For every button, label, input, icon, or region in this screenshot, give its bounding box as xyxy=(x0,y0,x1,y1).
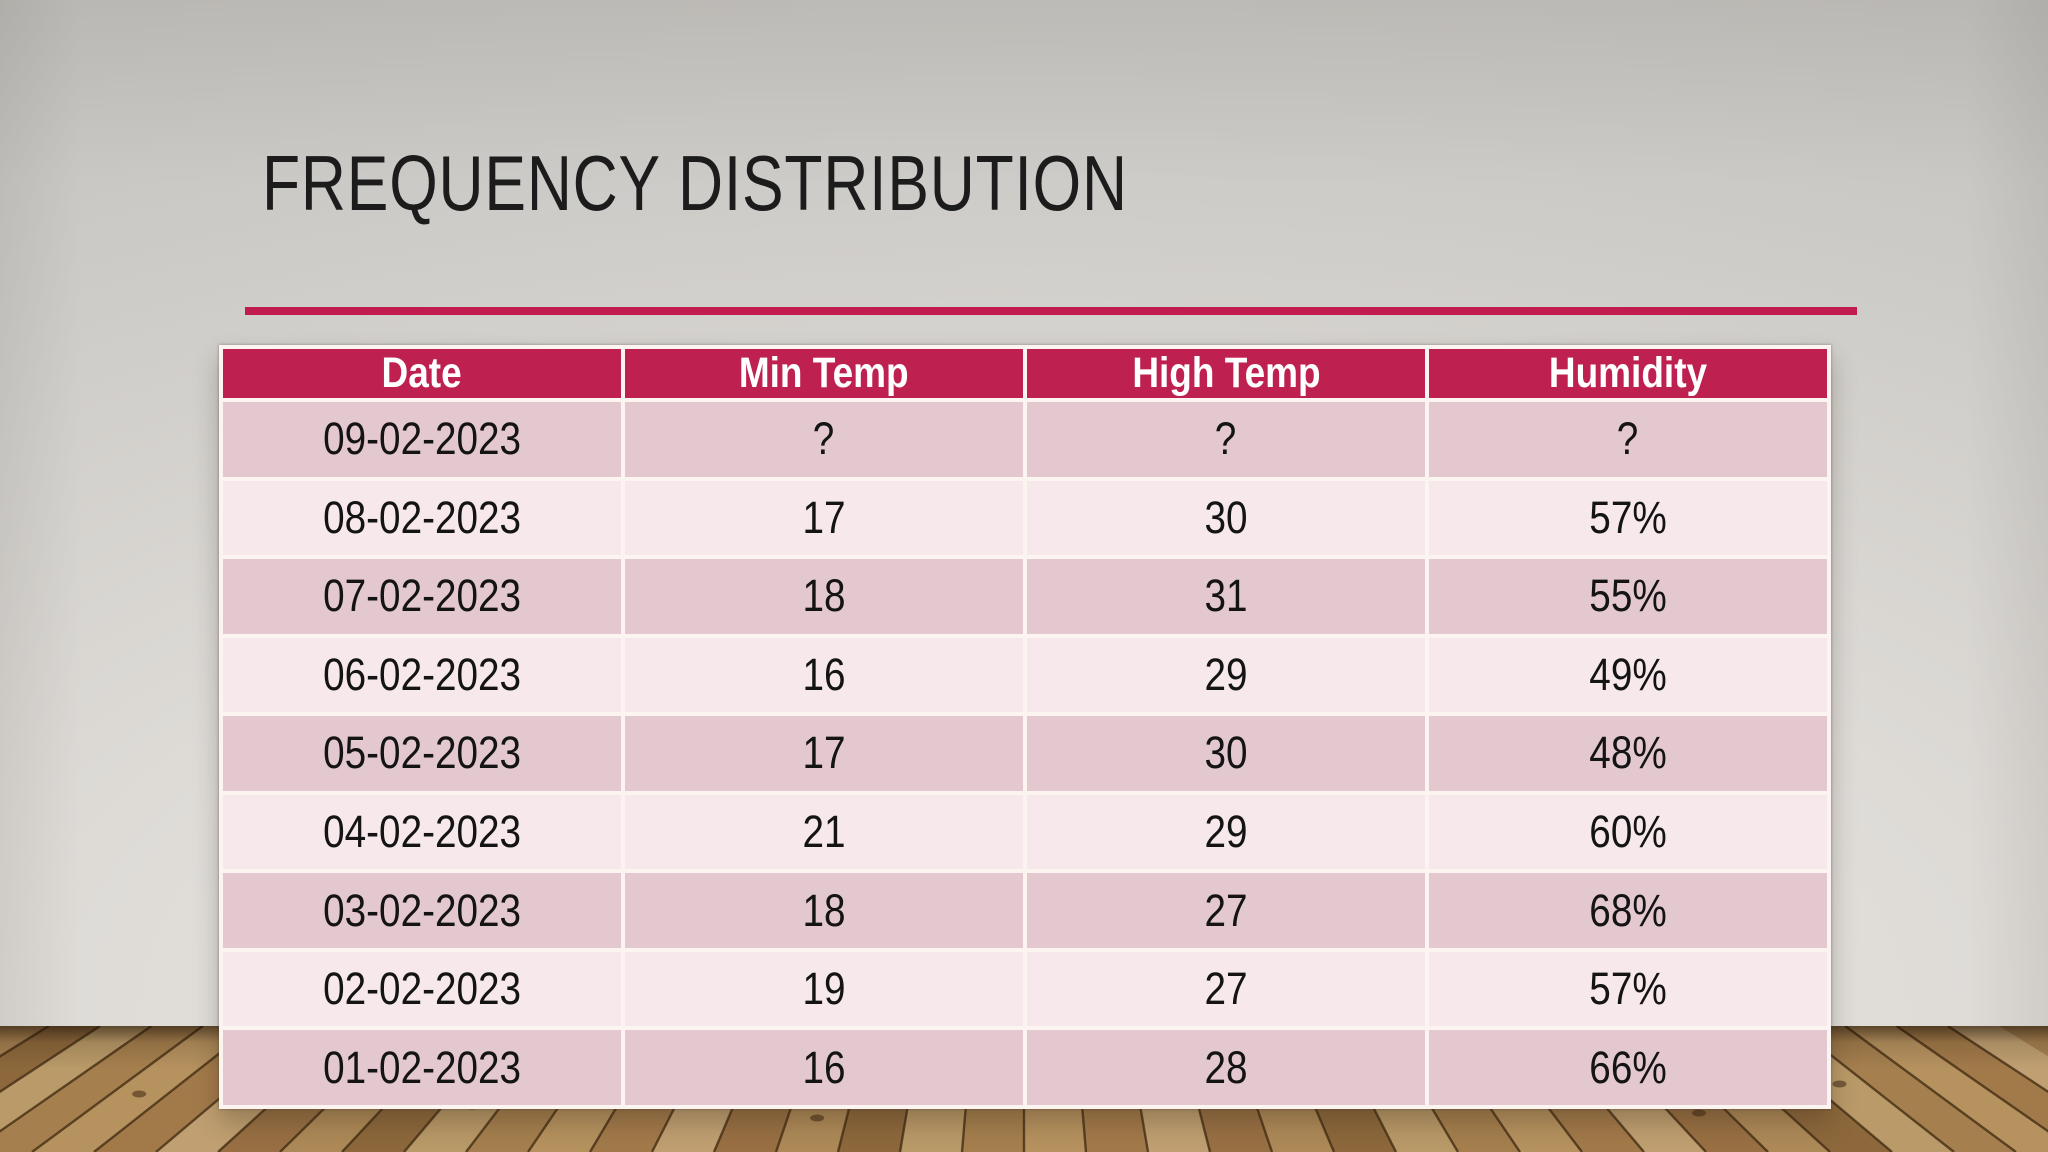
table-row: 03-02-2023 18 27 68% xyxy=(219,869,1831,952)
table-cell: 07-02-2023 xyxy=(219,555,625,638)
column-header-date-label: Date xyxy=(381,349,463,397)
table-cell-value: 55% xyxy=(1589,570,1667,622)
table-cell-value: 27 xyxy=(1204,884,1248,936)
table-cell-value: 49% xyxy=(1589,648,1667,700)
table-cell-value: 04-02-2023 xyxy=(323,806,521,857)
table-cell-value: 17 xyxy=(802,727,846,779)
table-cell: 60% xyxy=(1425,790,1831,874)
table-cell: 29 xyxy=(1023,790,1429,874)
table-cell: 21 xyxy=(621,790,1027,874)
table-cell: 02-02-2023 xyxy=(219,947,625,1031)
table-cell-value: 28 xyxy=(1204,1041,1248,1093)
table-cell-value: 60% xyxy=(1589,806,1667,857)
table-cell-value: 17 xyxy=(802,491,846,543)
table-cell-value: ? xyxy=(1617,413,1639,465)
column-header-high-temp-label: High Temp xyxy=(1131,349,1321,397)
column-header-date: Date xyxy=(219,345,625,402)
table-row: 01-02-2023 16 28 66% xyxy=(219,1026,1831,1109)
table-cell: ? xyxy=(621,398,1027,481)
table-cell: ? xyxy=(1425,398,1831,481)
table-cell-value: 18 xyxy=(802,570,846,622)
table-cell: 05-02-2023 xyxy=(219,712,625,795)
table-cell: 55% xyxy=(1425,555,1831,638)
table-row: 08-02-2023 17 30 57% xyxy=(219,476,1831,560)
table-cell-value: 29 xyxy=(1204,648,1248,700)
table-cell: 31 xyxy=(1023,555,1429,638)
table-cell: 04-02-2023 xyxy=(219,790,625,874)
table-cell-value: 48% xyxy=(1589,727,1667,779)
table-cell-value: 03-02-2023 xyxy=(323,884,521,936)
table-cell: 16 xyxy=(621,633,1027,717)
table-cell-value: 30 xyxy=(1204,491,1248,543)
table-row: 06-02-2023 16 29 49% xyxy=(219,633,1831,717)
table-cell: 27 xyxy=(1023,869,1429,952)
table-cell-value: 07-02-2023 xyxy=(323,570,521,622)
table-cell-value: 57% xyxy=(1589,963,1667,1015)
column-header-high-temp: High Temp xyxy=(1023,345,1429,402)
table-cell: 29 xyxy=(1023,633,1429,717)
table-cell-value: 57% xyxy=(1589,491,1667,543)
header-row: Date Min Temp High Temp Humidity xyxy=(219,345,1831,402)
page-title: FREQUENCY DISTRIBUTION xyxy=(262,138,1344,229)
table-cell: 18 xyxy=(621,555,1027,638)
column-header-humidity: Humidity xyxy=(1425,345,1831,402)
table-cell: 17 xyxy=(621,712,1027,795)
table-cell: 66% xyxy=(1425,1026,1831,1109)
table-cell: 03-02-2023 xyxy=(219,869,625,952)
table-cell-value: 16 xyxy=(802,648,846,700)
table-cell-value: 31 xyxy=(1204,570,1248,622)
table-cell: 09-02-2023 xyxy=(219,398,625,481)
table-cell-value: 06-02-2023 xyxy=(323,648,521,700)
frequency-table: Date Min Temp High Temp Humidity 09-02-2… xyxy=(219,345,1831,1109)
table-cell: 18 xyxy=(621,869,1027,952)
table-cell-value: 19 xyxy=(802,963,846,1015)
table-cell: ? xyxy=(1023,398,1429,481)
column-header-humidity-label: Humidity xyxy=(1548,349,1708,397)
table-cell-value: 05-02-2023 xyxy=(323,727,521,779)
title-underline xyxy=(245,307,1857,315)
page-title-text: FREQUENCY DISTRIBUTION xyxy=(262,139,1128,227)
table-cell-value: 27 xyxy=(1204,963,1248,1015)
table-cell-value: 09-02-2023 xyxy=(323,413,521,465)
table-body: 09-02-2023??? 08-02-2023 17 30 57% 07-02-2023… xyxy=(219,398,1831,1109)
table-row: 09-02-2023??? xyxy=(219,398,1831,481)
table-cell: 48% xyxy=(1425,712,1831,795)
table-cell: 19 xyxy=(621,947,1027,1031)
table-cell: 49% xyxy=(1425,633,1831,717)
table-cell-value: 18 xyxy=(802,884,846,936)
table-cell-value: 30 xyxy=(1204,727,1248,779)
table-cell: 01-02-2023 xyxy=(219,1026,625,1109)
table-cell-value: 08-02-2023 xyxy=(323,491,521,543)
table-cell: 27 xyxy=(1023,947,1429,1031)
table-cell: 16 xyxy=(621,1026,1027,1109)
table-cell: 30 xyxy=(1023,476,1429,560)
table-cell-value: 21 xyxy=(802,806,846,857)
table-row: 05-02-2023 17 30 48% xyxy=(219,712,1831,795)
column-header-min-temp-label: Min Temp xyxy=(739,349,909,397)
table-cell: 57% xyxy=(1425,476,1831,560)
table-cell-value: ? xyxy=(813,413,835,465)
table-cell-value: 68% xyxy=(1589,884,1667,936)
table-cell-value: 16 xyxy=(802,1041,846,1093)
table-cell: 17 xyxy=(621,476,1027,560)
table-cell-value: 02-02-2023 xyxy=(323,963,521,1015)
table-row: 07-02-2023 18 31 55% xyxy=(219,555,1831,638)
column-header-min-temp: Min Temp xyxy=(621,345,1027,402)
table-cell-value: ? xyxy=(1215,413,1237,465)
table-cell: 68% xyxy=(1425,869,1831,952)
table-cell-value: 66% xyxy=(1589,1041,1667,1093)
table-row: 04-02-2023 21 29 60% xyxy=(219,790,1831,874)
table-cell: 30 xyxy=(1023,712,1429,795)
table-cell: 28 xyxy=(1023,1026,1429,1109)
table-cell: 06-02-2023 xyxy=(219,633,625,717)
table-cell-value: 29 xyxy=(1204,806,1248,857)
table-cell: 57% xyxy=(1425,947,1831,1031)
table-cell: 08-02-2023 xyxy=(219,476,625,560)
table-row: 02-02-2023 19 27 57% xyxy=(219,947,1831,1031)
table-cell-value: 01-02-2023 xyxy=(323,1041,521,1093)
